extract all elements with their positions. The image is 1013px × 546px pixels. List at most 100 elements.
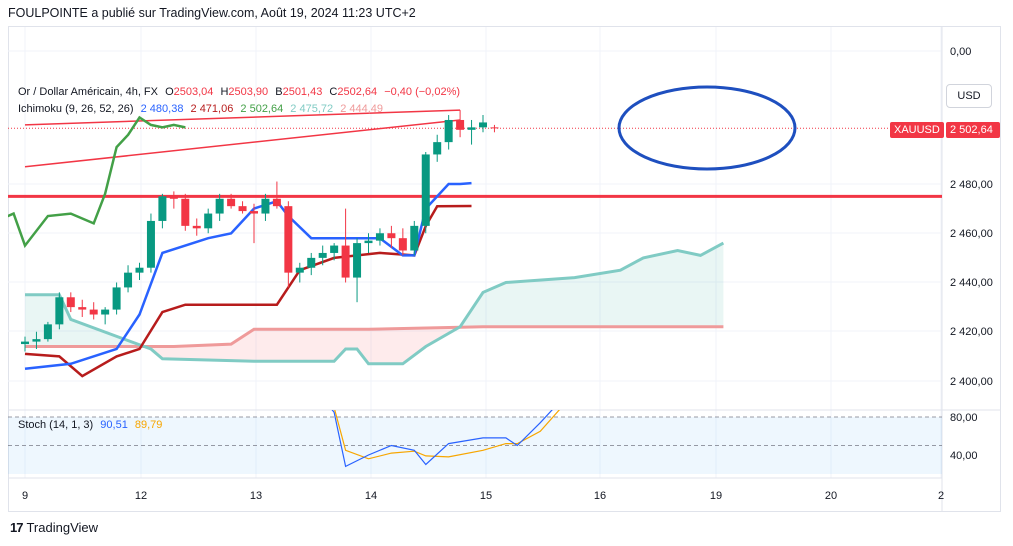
candle-body xyxy=(112,287,121,310)
y-axis-label: 2 460,00 xyxy=(950,228,993,240)
x-axis-label: 15 xyxy=(480,490,492,502)
candle-body xyxy=(146,220,155,268)
ohlc-close: C2502,64 xyxy=(329,86,377,98)
c-label: C xyxy=(329,86,338,98)
candle-body xyxy=(89,309,98,315)
chikou-span-line xyxy=(8,115,186,249)
candle-body xyxy=(204,213,213,229)
stoch-d-value: 89,79 xyxy=(134,419,163,431)
cloud-bullish-fill xyxy=(25,243,724,347)
b-value: 2501,43 xyxy=(282,86,323,98)
span-b-value: 2 444,49 xyxy=(340,103,384,115)
candle-body xyxy=(78,307,87,310)
stoch-k-value: 90,51 xyxy=(100,419,128,431)
x-axis-label: 14 xyxy=(365,490,377,502)
brand-name: TradingView xyxy=(26,520,99,535)
tenkan-value: 2 480,38 xyxy=(140,103,184,115)
ichimoku-legend: Ichimoku (9, 26, 52, 26) 2 480,38 2 471,… xyxy=(18,103,387,115)
x-axis-label: 9 xyxy=(22,490,28,502)
ohlc-high: H2503,90 xyxy=(220,86,268,98)
candle-body xyxy=(261,198,270,214)
x-axis-label: 19 xyxy=(710,490,722,502)
candle-body xyxy=(467,127,476,130)
candle-body xyxy=(169,196,178,199)
trendline xyxy=(24,109,461,126)
candle-body xyxy=(398,238,407,251)
candle-body xyxy=(353,243,362,278)
x-axis-label: 16 xyxy=(594,490,606,502)
last-price-tag: 2 502,64 xyxy=(946,122,1000,138)
cloud-bearish-fill xyxy=(25,326,724,364)
h-value: 2503,90 xyxy=(228,86,269,98)
candle-body xyxy=(158,196,167,221)
tradingview-logo-icon: 17 xyxy=(10,520,24,535)
candle-body xyxy=(32,339,41,342)
candle-body xyxy=(444,119,453,143)
kijun-value: 2 471,06 xyxy=(190,103,234,115)
candle-body xyxy=(318,252,327,258)
candle-body xyxy=(272,198,281,207)
h-label: H xyxy=(220,86,229,98)
candle-body xyxy=(135,267,144,273)
o-value: 2503,04 xyxy=(173,86,214,98)
trendline xyxy=(24,119,461,168)
candle-body xyxy=(284,206,293,273)
candle-body xyxy=(387,233,396,239)
price-pane xyxy=(8,85,942,378)
candle-body xyxy=(295,267,304,273)
price-change: −0,40 (−0,02%) xyxy=(384,86,461,98)
stoch-label: Stoch (14, 1, 3) xyxy=(18,419,94,431)
candle-body xyxy=(341,245,350,278)
candle-body xyxy=(181,198,190,226)
candle-body xyxy=(410,225,419,251)
kijun-sen-line xyxy=(24,204,472,378)
candle-body xyxy=(21,341,29,345)
symbol-name: Or / Dollar Américain, 4h, FX xyxy=(18,86,158,98)
y-axis-label: 2 480,00 xyxy=(950,179,993,191)
candle-body xyxy=(490,127,499,129)
candle-body xyxy=(238,206,247,212)
candle-body xyxy=(250,211,258,214)
candle-body xyxy=(101,309,110,315)
stoch-pane xyxy=(8,410,942,474)
c-value: 2502,64 xyxy=(337,86,378,98)
ohlc-open: O2503,04 xyxy=(165,86,213,98)
x-axis-label: 12 xyxy=(135,490,147,502)
y-axis-label: 2 420,00 xyxy=(950,326,993,338)
candle-body xyxy=(421,154,430,226)
span-a-value: 2 475,72 xyxy=(290,103,334,115)
candle-body xyxy=(433,142,442,155)
candle-body xyxy=(227,198,236,207)
candle-body xyxy=(307,257,316,268)
candle-body xyxy=(479,122,487,128)
ohlc-low: B2501,43 xyxy=(275,86,322,98)
candle-body xyxy=(43,324,52,340)
highlight-ellipse xyxy=(617,85,797,171)
stoch-legend: Stoch (14, 1, 3) 90,51 89,79 xyxy=(18,419,166,431)
y-axis-label: 2 440,00 xyxy=(950,277,993,289)
candle-body xyxy=(55,297,64,325)
candle-body xyxy=(364,240,373,244)
candle-body xyxy=(330,245,339,253)
chart-frame xyxy=(8,26,1001,512)
stoch-axis-label: 80,00 xyxy=(950,412,978,424)
o-label: O xyxy=(165,86,174,98)
y-axis-label: 2 400,00 xyxy=(950,376,993,388)
symbol-legend: Or / Dollar Américain, 4h, FX O2503,04 H… xyxy=(18,86,464,98)
x-axis-label: 20 xyxy=(825,490,837,502)
chikou-value: 2 502,64 xyxy=(240,103,284,115)
candle-body xyxy=(66,297,75,308)
senkou-span-a-line xyxy=(25,241,725,366)
senkou-span-b-line xyxy=(25,325,724,348)
candle-body xyxy=(124,272,133,288)
candle-body xyxy=(456,119,465,130)
stoch-axis-label: 40,00 xyxy=(950,450,978,462)
symbol-price-tag: XAUUSD xyxy=(890,122,944,138)
candle-body xyxy=(215,198,224,214)
x-axis-label: 13 xyxy=(250,490,262,502)
candle-body xyxy=(192,225,201,229)
ichimoku-label: Ichimoku (9, 26, 52, 26) xyxy=(18,103,134,115)
currency-button[interactable]: USD xyxy=(946,84,992,108)
tradingview-footer[interactable]: 17 TradingView xyxy=(10,520,98,535)
